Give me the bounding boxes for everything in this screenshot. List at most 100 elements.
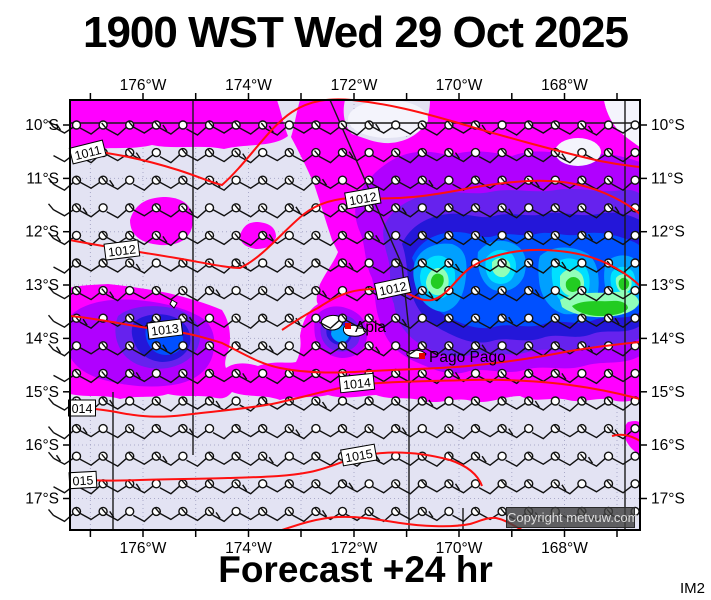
wind-barb-station-circle <box>231 506 241 517</box>
wind-barb <box>340 230 367 245</box>
wind-barb-station-circle <box>178 230 188 241</box>
wind-barb-station-circle <box>204 368 215 379</box>
wind-barb-station-circle <box>124 285 135 296</box>
wind-barb <box>319 319 340 330</box>
wind-barb-station-circle <box>178 147 188 158</box>
wind-barb-station-circle <box>470 341 481 351</box>
wind-barb-station-circle <box>124 203 135 213</box>
wind-barb-station-circle <box>231 423 241 434</box>
wind-barb <box>531 319 553 329</box>
isobar-label-text: 1012 <box>378 279 408 298</box>
wind-barb-station-circle <box>550 175 560 185</box>
wind-barb-station-circle <box>231 175 241 185</box>
wind-barb <box>287 149 314 163</box>
wind-barb <box>526 286 553 300</box>
wind-barb-station-circle <box>470 423 481 434</box>
wind-barb-station-circle <box>470 175 481 185</box>
wind-barb <box>452 291 473 300</box>
wind-barb <box>239 181 261 190</box>
wind-barb-station-circle <box>71 506 82 517</box>
wind-barb-station-circle <box>204 451 215 461</box>
wind-barb <box>420 396 447 410</box>
wind-barb <box>260 205 287 219</box>
wind-barb <box>393 481 420 495</box>
wind-barb-station-circle <box>337 147 348 158</box>
wind-barb <box>398 236 420 247</box>
wind-barb <box>398 347 420 355</box>
wind-barb <box>372 154 394 163</box>
wind-barb <box>478 485 500 495</box>
wind-barb-station-circle <box>444 203 454 213</box>
wind-barb <box>132 512 154 523</box>
isobar-label-box <box>340 443 378 467</box>
wind-barb-station-circle <box>124 368 135 379</box>
wind-barb <box>313 481 340 495</box>
wind-barb-station-circle <box>550 341 560 351</box>
wind-barb <box>319 429 340 438</box>
wind-barb <box>265 374 287 385</box>
wind-barb-station-circle <box>151 368 162 379</box>
lon-label-top: 174°W <box>225 77 272 94</box>
isobar-label-text: 1011 <box>73 143 103 163</box>
wind-barb <box>74 175 101 190</box>
wind-barb <box>393 204 420 218</box>
wind-barb-station-circle <box>311 506 321 517</box>
wind-barb <box>579 122 606 136</box>
wind-barb <box>234 315 261 330</box>
wind-barb <box>260 507 287 522</box>
wind-barb-station-circle <box>71 175 82 185</box>
wind-barb <box>154 424 181 438</box>
isobar-label-box <box>373 276 412 300</box>
wind-barb <box>553 369 580 384</box>
isobar-label-text: 1012 <box>348 190 378 209</box>
wind-barb <box>579 396 606 410</box>
wind-barb-station-circle <box>577 258 587 268</box>
wind-barb <box>234 204 261 218</box>
wind-barb <box>180 176 207 191</box>
lat-label-left: 11°S <box>26 170 59 187</box>
wind-barb <box>558 402 580 412</box>
wind-barb-station-circle <box>71 230 82 241</box>
wind-barb <box>446 149 473 163</box>
wind-barb <box>420 176 447 191</box>
wind-barb <box>287 314 314 329</box>
city-markers: Apia Pago Pago <box>345 319 506 366</box>
wind-barb <box>500 479 527 493</box>
isobar-label: 1015 <box>340 443 378 467</box>
wind-barb <box>505 457 527 468</box>
chart-title: 1900 WST Wed 29 Oct 2025 <box>82 8 629 57</box>
wind-barb <box>74 258 101 272</box>
wind-barb <box>74 424 101 438</box>
wind-barb-station-circle <box>364 479 374 489</box>
wind-barb <box>500 205 527 219</box>
wind-barb <box>159 374 181 384</box>
wind-barb-station-circle <box>417 230 427 241</box>
lon-label-top: 176°W <box>120 77 167 94</box>
isobar-label-box <box>344 186 382 210</box>
wind-barb <box>611 457 633 466</box>
wind-barb <box>313 258 340 272</box>
wind-barb <box>101 259 128 273</box>
wind-barb <box>473 452 500 467</box>
wind-barb <box>79 457 101 467</box>
isobar-label: 1012 <box>103 239 141 261</box>
isobar-label-box <box>68 399 96 417</box>
wind-barb <box>154 452 181 467</box>
wind-barb <box>74 204 101 218</box>
wind-barb <box>526 149 553 163</box>
wind-barb-station-circle <box>258 230 268 241</box>
wind-barb <box>74 506 101 521</box>
wind-barb <box>611 347 633 357</box>
wind-barb <box>505 126 527 136</box>
wind-barb <box>606 177 633 192</box>
wind-barb <box>265 153 287 162</box>
wind-barb <box>260 230 287 245</box>
wind-barb-station-circle <box>630 230 640 241</box>
wind-barb-station-circle <box>603 203 614 213</box>
wind-barb <box>74 287 101 301</box>
wind-barb-station-circle <box>284 451 294 461</box>
wind-barb-station-circle <box>577 479 587 489</box>
wind-barb <box>287 203 314 217</box>
wind-barb <box>292 236 314 246</box>
wind-barb <box>446 368 473 383</box>
